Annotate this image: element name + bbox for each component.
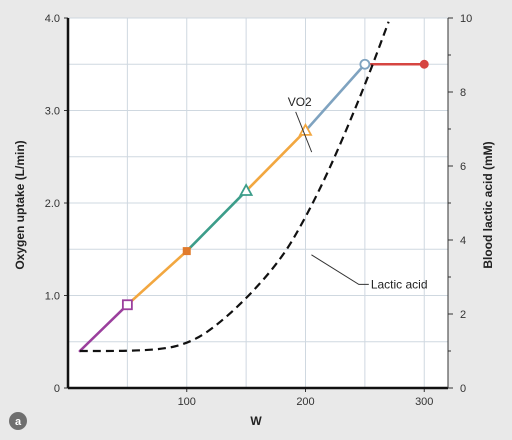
x-axis-title: W [250,414,262,428]
vo2-line-segment [185,189,248,253]
vo2-line-segment [244,129,307,193]
vo2-line-segment [78,303,129,353]
vo2-marker-triangle-open [239,183,254,196]
series-layer [78,21,426,353]
vo2-marker-square-filled [182,247,191,256]
y-axis-title: Oxygen uptake (L/min) [13,140,27,269]
y2-tick-label: 8 [460,87,466,99]
x-tick-label: 100 [178,396,196,408]
y-tick-label: 2.0 [45,198,60,210]
y-tick-label: 1.0 [45,291,60,303]
vo2-line-segment [126,249,189,307]
lactic-acid-line [79,21,390,353]
axes [64,17,453,392]
lactic-annotation-label: Lactic acid [371,277,428,291]
y-tick-label: 4.0 [45,13,60,25]
tick-labels: 100 200 300 0 1.0 2.0 3.0 4.0 0 2 4 6 8 10 [45,13,473,408]
y2-tick-label: 2 [460,309,466,321]
x-tick-label: 200 [296,396,314,408]
y2-tick-label: 4 [460,235,466,247]
x-tick-label: 300 [415,396,433,408]
vo2-annotation-label: VO2 [288,95,312,109]
y2-tick-label: 6 [460,161,466,173]
y2-tick-label: 0 [460,383,466,395]
y-tick-label: 0 [54,383,60,395]
panel-badge: a [9,412,27,430]
y-tick-label: 3.0 [45,106,60,118]
y2-axis-title: Blood lactic acid (mM) [481,141,495,268]
vo2-marker-circle-open [359,58,371,70]
vo2-annotation-leader [295,111,313,153]
annotation-layer: VO2 Lactic acid [288,95,428,292]
vo2-marker-circle-filled [419,59,429,69]
vo2-marker-square-open [121,299,133,311]
vo2-line-segment [304,62,367,133]
y2-tick-label: 10 [460,13,472,25]
lactic-annotation-leader [311,254,369,285]
grid [68,17,448,388]
panel-label: a [15,416,22,428]
marker-layer [121,58,429,311]
